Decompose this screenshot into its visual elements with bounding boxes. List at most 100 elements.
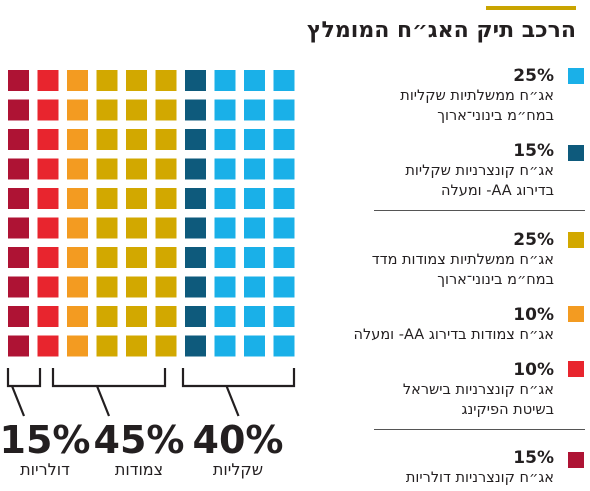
waffle-cell [273,70,295,91]
summary-label-dollar: דולריות [20,460,70,479]
waffle-cell [244,129,265,150]
waffle-cell [185,158,206,180]
waffle-cell [244,247,265,268]
waffle-cell [214,188,236,209]
waffle-cell [155,188,177,209]
legend-desc: אג״ח ממשלתיות צמודות מדד במח״מ בינוני־אר… [371,252,554,288]
waffle-cell [96,217,118,239]
waffle-cell [185,335,206,357]
waffle-cell [185,217,206,239]
waffle-cell [8,188,29,209]
legend-item-picking: 10% אג״ח קונצרניות בישראל בשיטת הפיקינג [403,360,554,420]
waffle-cell [155,70,177,91]
waffle-cell [214,276,236,298]
waffle-cell [126,276,147,298]
waffle-cell [96,276,118,298]
waffle-cell [37,306,59,327]
legend-desc: אג״ח צמודות בדירוג AA- ומעלה [353,327,554,343]
legend-pct: 10% [513,305,554,325]
waffle-cell [8,276,29,298]
waffle-cell [273,335,295,357]
waffle-cell [8,217,29,239]
chart-title: הרכב תיק האג״ח המומלץ [307,18,576,43]
legend-pct: 25% [513,230,554,250]
waffle-cell [155,335,177,357]
legend-pct: 10% [513,360,554,380]
waffle-cell [96,158,118,180]
waffle-cell [37,99,59,121]
legend-swatch-light-blue [568,68,584,84]
waffle-cell [214,217,236,239]
waffle-cell [214,129,236,150]
waffle-cell [37,158,59,180]
waffle-cell [273,99,295,121]
legend-desc: אג״ח קונצרניות בישראל בשיטת הפיקינג [402,382,554,418]
legend-item-corp-shekel: 15% אג״ח קונצרניות שקליות בדירוג AA- ומע… [405,141,554,201]
legend-pct: 15% [513,141,554,161]
waffle-cell [8,306,29,327]
waffle-cell [8,129,29,150]
waffle-cell [185,276,206,298]
legend-swatch-dark-red [568,452,584,468]
waffle-cell [155,217,177,239]
legend-swatch-dark-blue [568,145,584,161]
waffle-cell [67,217,88,239]
waffle-cell [214,247,236,268]
waffle-cell [273,247,295,268]
waffle-cell [96,247,118,268]
waffle-cell [37,70,59,91]
legend-item-gov-indexed: 25% אג״ח ממשלתיות צמודות מדד במח״מ בינונ… [372,230,554,290]
waffle-cell [214,70,236,91]
waffle-cell [244,335,265,357]
summary-pct-shekel: 40% [192,418,284,462]
waffle-cell [126,158,147,180]
waffle-cell [67,335,88,357]
waffle-cell [8,335,29,357]
waffle-cell [214,158,236,180]
legend-desc: אג״ח קונצרניות דולריות [405,470,554,486]
waffle-cell [185,188,206,209]
waffle-cell [8,99,29,121]
bracket-dollar [6,368,42,417]
waffle-cell [244,217,265,239]
waffle-cell [244,276,265,298]
waffle-cell [8,158,29,180]
waffle-cell [37,335,59,357]
waffle-cell [273,217,295,239]
waffle-cell [185,99,206,121]
title-accent-bar [486,6,576,10]
waffle-cell [214,99,236,121]
waffle-cell [67,306,88,327]
waffle-cell [126,70,147,91]
waffle-cell [126,99,147,121]
summary-pct-dollar: 15% [0,418,91,462]
waffle-cell [67,188,88,209]
waffle-cell [214,335,236,357]
waffle-cell [244,306,265,327]
waffle-cell [67,99,88,121]
waffle-cell [185,70,206,91]
waffle-cell [67,276,88,298]
waffle-cell [155,99,177,121]
legend-swatch-orange [568,306,584,322]
legend-desc: אג״ח ממשלתיות שקליות במח״מ בינוני־ארוך [400,88,554,124]
waffle-cell [126,129,147,150]
waffle-cell [8,70,29,91]
waffle-cell [67,129,88,150]
waffle-cell [155,129,177,150]
waffle-cell [96,188,118,209]
legend-pct: 25% [513,66,554,86]
waffle-cell [67,70,88,91]
waffle-cell [37,129,59,150]
waffle-cell [155,306,177,327]
waffle-cell [244,99,265,121]
legend-swatch-red [568,361,584,377]
bracket-indexed [51,368,167,417]
waffle-cell [126,247,147,268]
bracket-shekel [181,368,296,417]
waffle-cell [185,247,206,268]
summary-label-shekel: שקליות [212,460,264,479]
legend-swatch-mustard [568,232,584,248]
waffle-cell [96,99,118,121]
